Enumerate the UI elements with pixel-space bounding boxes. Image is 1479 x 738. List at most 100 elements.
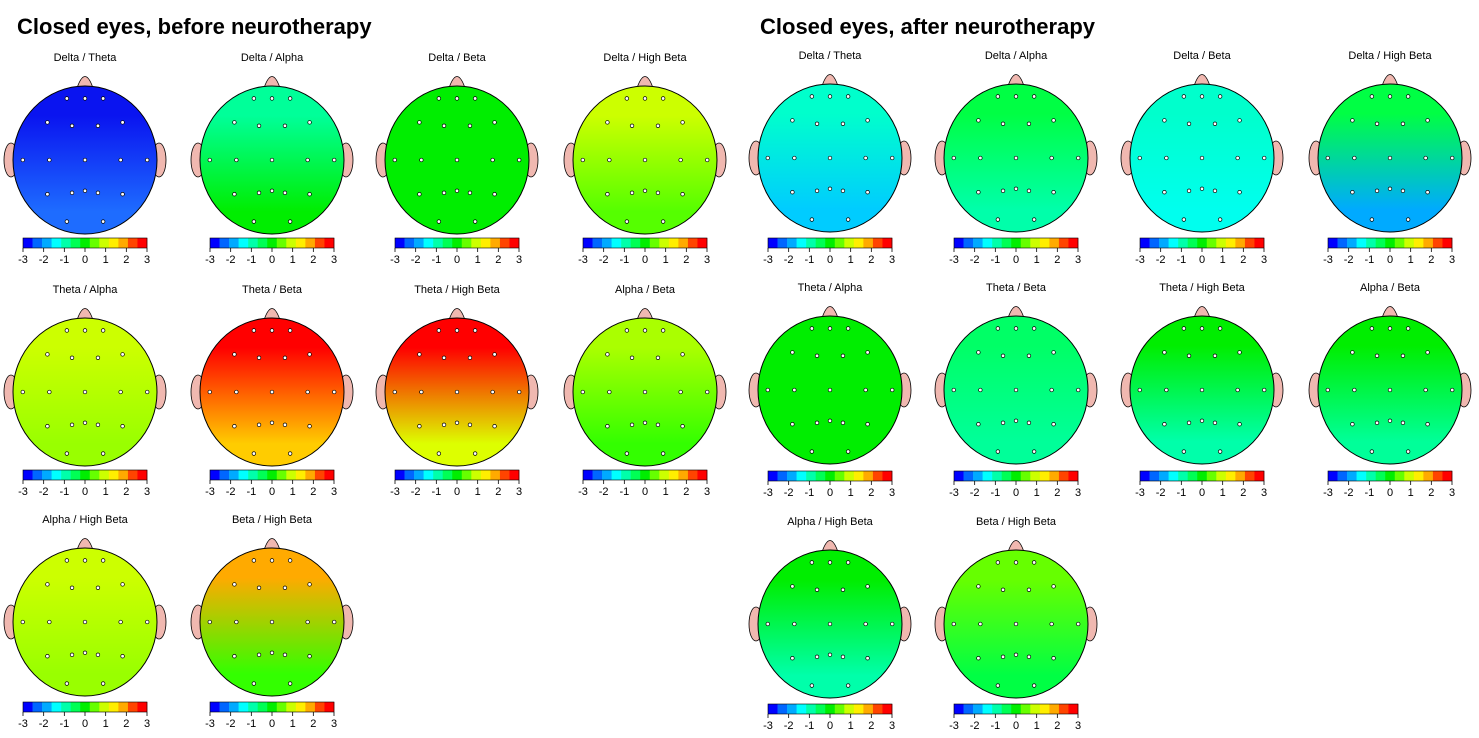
electrode (120, 352, 125, 357)
electrode (629, 190, 635, 195)
electrode (1262, 387, 1267, 393)
electrode (642, 389, 648, 395)
electrode (517, 389, 522, 395)
colorbar-segment (229, 238, 239, 248)
colorbar-segment (1423, 238, 1434, 248)
colorbar-segment (863, 238, 874, 248)
colorbar-tick-label: 0 (454, 486, 460, 498)
colorbar-tick-label: 2 (868, 254, 874, 266)
electrode (100, 451, 106, 456)
colorbar-tick-label: -1 (619, 254, 629, 266)
colorbar-segment (1058, 238, 1069, 248)
electrode (1186, 188, 1192, 193)
colorbar-segment (238, 470, 249, 480)
electrode (655, 422, 661, 427)
electrode (45, 654, 50, 659)
colorbar-segment (210, 470, 220, 480)
electrode (256, 585, 262, 590)
electrode (1350, 422, 1355, 427)
electrode (1162, 422, 1167, 427)
colorbar-segment (42, 702, 52, 712)
colorbar-tick-label: -2 (1156, 487, 1166, 499)
colorbar-segment (461, 238, 472, 248)
colorbar-tick-label: -1 (990, 720, 1000, 732)
electrode (660, 96, 666, 101)
colorbar-segment (295, 702, 306, 712)
colorbar-tick-label: 0 (82, 718, 88, 730)
colorbar-segment (423, 238, 434, 248)
colorbar-segment (1356, 471, 1367, 481)
colorbar-segment (954, 704, 964, 714)
electrode (1164, 387, 1169, 393)
colorbar-tick-label: -3 (578, 254, 588, 266)
colorbar-tick-label: 0 (642, 254, 648, 266)
electrode (332, 389, 337, 395)
electrode (120, 424, 125, 429)
electrode (624, 328, 630, 333)
colorbar-segment (324, 702, 335, 712)
electrode (472, 328, 478, 333)
electrode (1026, 188, 1032, 193)
electrode (809, 217, 815, 222)
colorbar-segment (844, 238, 855, 248)
electrode (814, 121, 820, 126)
electrode (234, 619, 239, 625)
colorbar-tick-label: 1 (1408, 254, 1414, 266)
colorbar-segment (286, 702, 297, 712)
electrode (1026, 587, 1032, 592)
electrode (1425, 190, 1430, 195)
electrode (282, 190, 288, 195)
colorbar-segment (1432, 471, 1443, 481)
colorbar-tick-label: 2 (1054, 720, 1060, 732)
electrode (467, 190, 473, 195)
electrode (1013, 418, 1019, 423)
colorbar-tick-label: 3 (704, 486, 710, 498)
colorbar-tick-label: -3 (1135, 254, 1145, 266)
colorbar-segment (611, 238, 622, 248)
electrode (490, 157, 495, 163)
colorbar-tick-label: -3 (390, 486, 400, 498)
electrode (1405, 94, 1411, 99)
electrode (269, 420, 275, 425)
colorbar-tick-label: 1 (103, 486, 109, 498)
colorbar-segment (825, 704, 836, 714)
colorbar-tick-label: 1 (103, 254, 109, 266)
colorbar-segment (806, 238, 816, 248)
electrode (118, 389, 123, 395)
electrode (1352, 387, 1357, 393)
electrode (256, 123, 262, 128)
colorbar-segment (687, 470, 698, 480)
electrode (845, 94, 851, 99)
electrode (865, 584, 870, 589)
electrode (1217, 449, 1223, 454)
electrode (47, 619, 52, 625)
electrode (1186, 121, 1192, 126)
electrode (1212, 420, 1218, 425)
colorbar-tick-label: 1 (1034, 254, 1040, 266)
colorbar-segment (433, 470, 443, 480)
electrode (82, 157, 88, 163)
electrode (1181, 449, 1187, 454)
colorbar-tick-label: -3 (949, 254, 959, 266)
colorbar-segment (127, 238, 138, 248)
colorbar-segment (1140, 471, 1150, 481)
electrode (976, 190, 981, 195)
electrode (1350, 118, 1355, 123)
colorbar-segment (963, 704, 974, 714)
electrode (1423, 155, 1428, 161)
colorbar-segment (1030, 704, 1041, 714)
electrode (232, 352, 237, 357)
electrode (809, 326, 815, 331)
electrode (814, 654, 820, 659)
electrode (660, 451, 666, 456)
electrode (765, 621, 770, 627)
electrode (951, 155, 956, 161)
colorbar-segment (414, 470, 424, 480)
electrode (1076, 155, 1081, 161)
colorbar-tick-label: -3 (1323, 254, 1333, 266)
electrode (976, 118, 981, 123)
map-label: Alpha / Beta (1360, 282, 1421, 294)
electrode (82, 650, 88, 655)
electrode (251, 681, 257, 686)
